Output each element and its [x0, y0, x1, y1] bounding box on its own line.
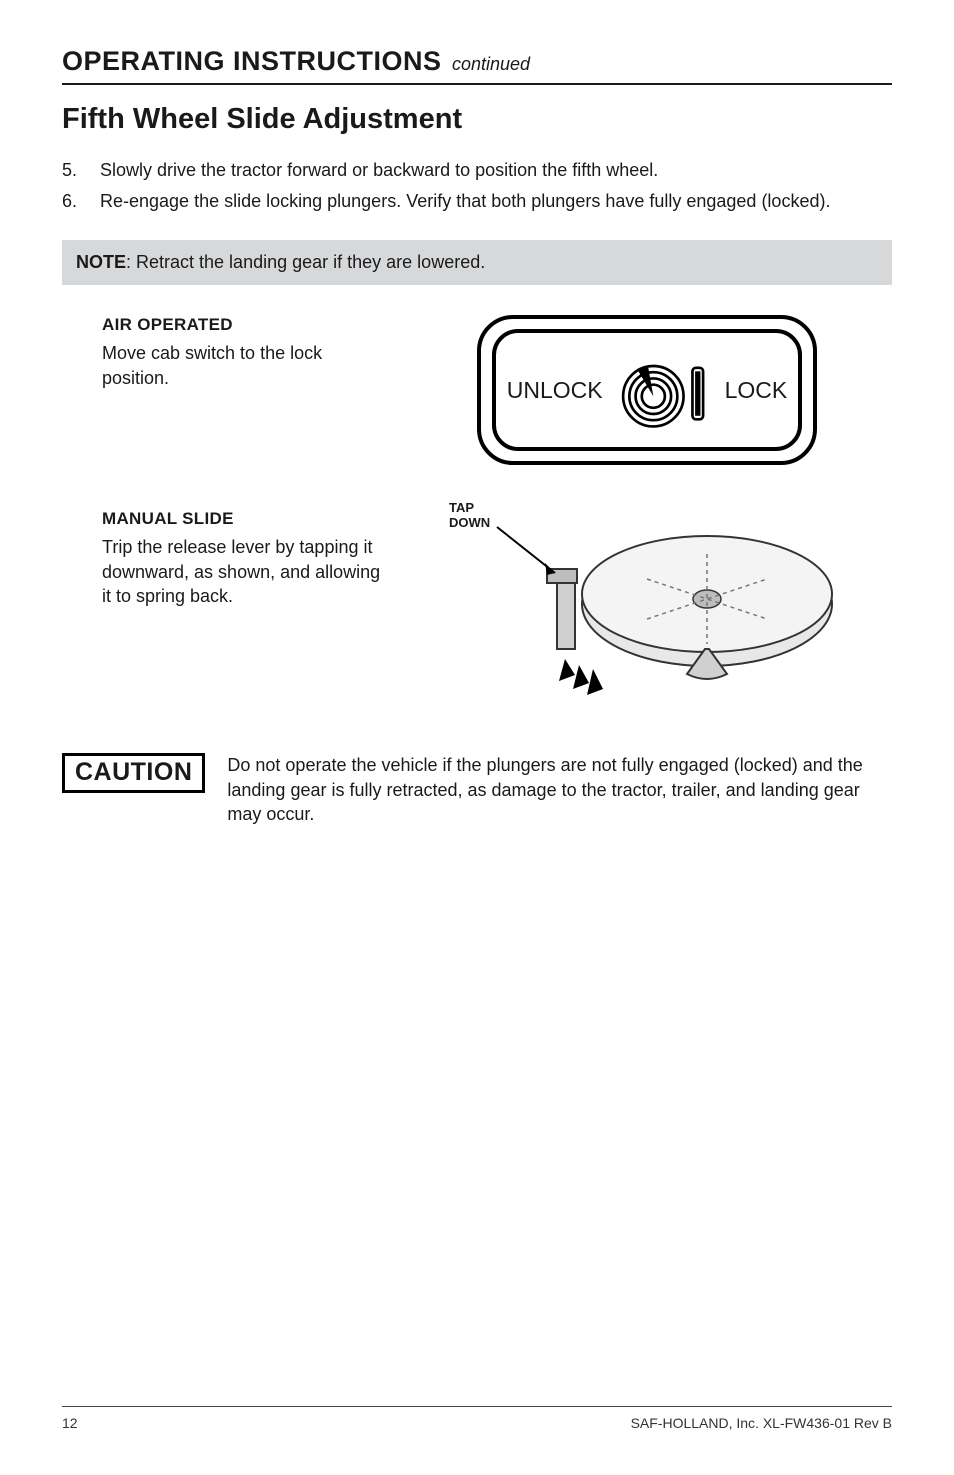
note-box: NOTE: Retract the landing gear if they a…: [62, 240, 892, 285]
section-header: OPERATING INSTRUCTIONS continued: [62, 46, 892, 85]
caution-badge: CAUTION: [62, 753, 205, 792]
switch-label-lock: LOCK: [725, 377, 788, 404]
page-title: Fifth Wheel Slide Adjustment: [62, 103, 892, 136]
step-list: 5. Slowly drive the tractor forward or b…: [62, 158, 892, 214]
switch-panel-inner: UNLOCK LOCK: [492, 329, 802, 451]
page-number: 12: [62, 1415, 78, 1431]
lever-figure: TAP DOWN: [402, 509, 892, 709]
note-label: NOTE: [76, 252, 126, 272]
caution-block: CAUTION Do not operate the vehicle if th…: [62, 753, 892, 826]
manual-slide-text: MANUAL SLIDE Trip the release lever by t…: [102, 509, 402, 709]
fifth-wheel-lever-icon: [447, 509, 847, 709]
step-number: 5.: [62, 158, 100, 183]
air-operated-text: AIR OPERATED Move cab switch to the lock…: [102, 315, 402, 465]
list-item: 6. Re-engage the slide locking plungers.…: [62, 189, 892, 214]
page-footer: 12 SAF-HOLLAND, Inc. XL-FW436-01 Rev B: [62, 1406, 892, 1431]
note-text: : Retract the landing gear if they are l…: [126, 252, 485, 272]
manual-slide-body: Trip the release lever by tapping it dow…: [102, 535, 382, 608]
list-item: 5. Slowly drive the tractor forward or b…: [62, 158, 892, 183]
manual-slide-heading: MANUAL SLIDE: [102, 509, 382, 529]
caution-text: Do not operate the vehicle if the plunge…: [227, 753, 892, 826]
footer-right: SAF-HOLLAND, Inc. XL-FW436-01 Rev B: [631, 1415, 892, 1431]
section-continued: continued: [452, 54, 530, 74]
switch-panel-outer: UNLOCK LOCK: [477, 315, 817, 465]
switch-label-unlock: UNLOCK: [507, 377, 603, 404]
rotary-switch-icon: [609, 350, 719, 430]
step-number: 6.: [62, 189, 100, 214]
down-label: DOWN: [449, 515, 490, 530]
switch-figure: UNLOCK LOCK: [402, 315, 892, 465]
air-operated-block: AIR OPERATED Move cab switch to the lock…: [62, 315, 892, 465]
tap-down-label: TAP DOWN: [449, 501, 490, 530]
manual-slide-block: MANUAL SLIDE Trip the release lever by t…: [62, 509, 892, 709]
step-text: Slowly drive the tractor forward or back…: [100, 158, 658, 183]
tap-label: TAP: [449, 500, 474, 515]
step-text: Re-engage the slide locking plungers. Ve…: [100, 189, 830, 214]
air-operated-body: Move cab switch to the lock position.: [102, 341, 382, 390]
section-title: OPERATING INSTRUCTIONS: [62, 46, 442, 76]
air-operated-heading: AIR OPERATED: [102, 315, 382, 335]
